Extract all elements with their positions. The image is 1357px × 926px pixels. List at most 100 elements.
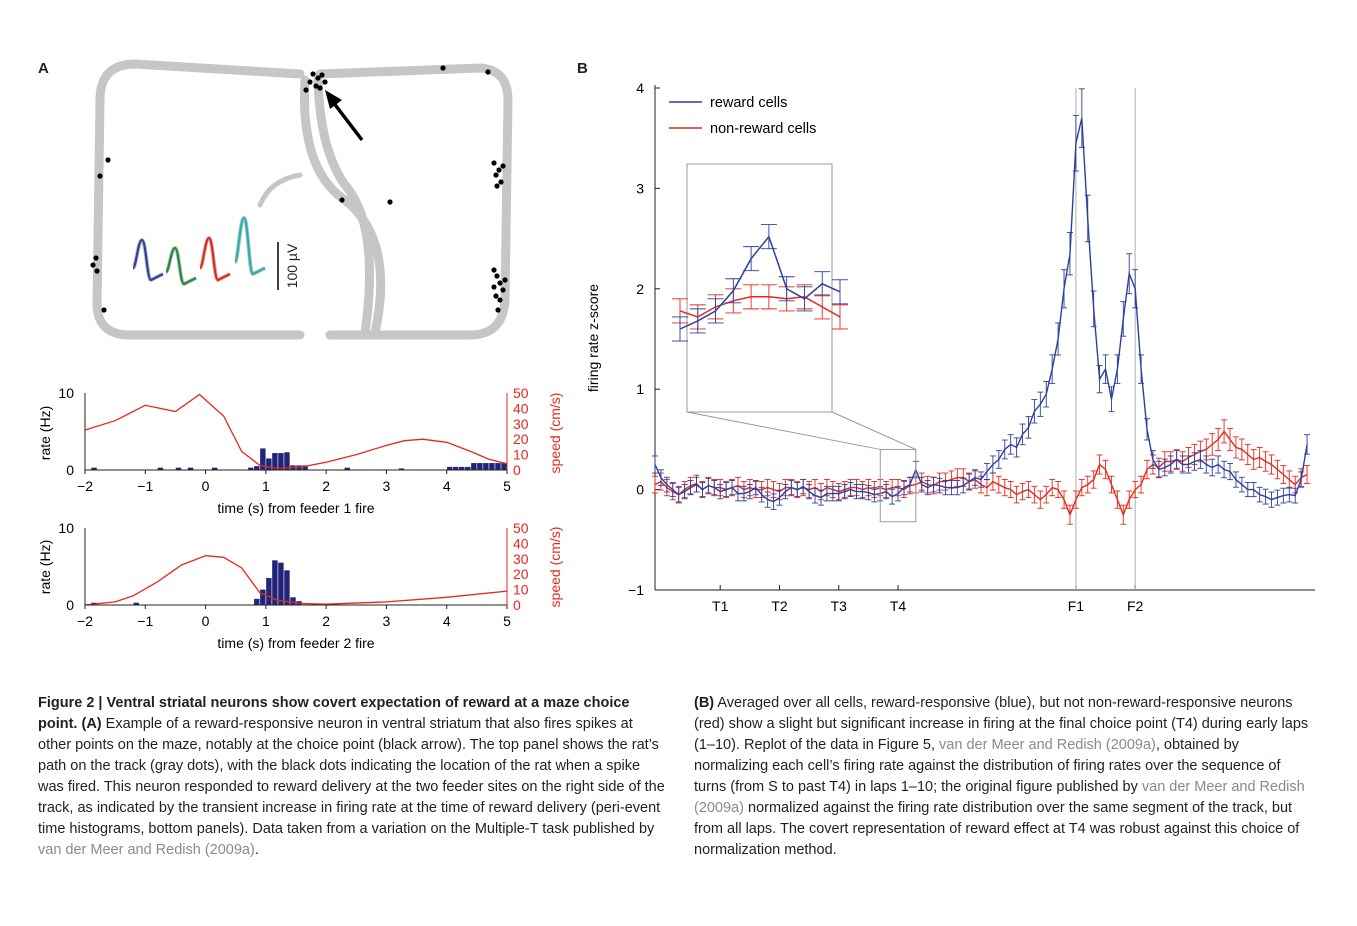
zscore-y-ticks: −1 0 1 2 3 4 xyxy=(628,80,660,598)
spike-dot xyxy=(315,75,321,81)
spike-dot xyxy=(498,179,504,185)
spike-dot xyxy=(491,267,497,273)
rate-bar xyxy=(290,597,296,605)
waveform-trace xyxy=(233,216,266,276)
peth-2-ylabel: rate (Hz) xyxy=(37,540,53,594)
rate-bar xyxy=(489,463,495,470)
spike-dot xyxy=(502,277,508,283)
caption-b-reference-link-2[interactable]: van der Meer and Redish (2009a) xyxy=(694,779,1305,816)
scale-bar-label: 100 µV xyxy=(284,243,300,288)
x-tick-label: 4 xyxy=(443,478,451,494)
spike-dot xyxy=(494,273,500,279)
inset-source-box xyxy=(879,448,917,523)
rate-bar xyxy=(501,463,507,470)
x-tick-label: 4 xyxy=(443,613,451,629)
rate-bar xyxy=(278,453,284,470)
spike-dot xyxy=(491,284,497,290)
spike-dot xyxy=(94,268,100,274)
spike-dot xyxy=(307,79,313,85)
y2-tick-label: 40 xyxy=(513,400,529,416)
caption-a-body: Example of a reward-responsive neuron in… xyxy=(38,716,665,837)
inset-box xyxy=(686,163,833,413)
x-tick-label: −2 xyxy=(77,613,93,629)
track-branch xyxy=(257,172,303,208)
y-tick-label: 0 xyxy=(636,482,644,498)
panel-b-label: B xyxy=(577,60,588,77)
x-tick-label: −2 xyxy=(77,478,93,494)
rate-bar xyxy=(483,463,489,470)
zscore-series xyxy=(652,88,1311,525)
x-tick-label: 3 xyxy=(383,478,391,494)
panel-a-label: A xyxy=(38,60,49,77)
rate-bar xyxy=(495,463,501,470)
spike-dot xyxy=(493,172,499,178)
peth-2-xlabel: time (s) from feeder 2 fire xyxy=(217,635,374,651)
y-tick-label: 1 xyxy=(636,381,644,397)
y2-tick-label: 20 xyxy=(513,431,529,447)
caption-b-reference-link-1[interactable]: van der Meer and Redish (2009a) xyxy=(939,737,1156,753)
rate-bar xyxy=(157,467,164,470)
peth-1-plot xyxy=(84,393,508,470)
x-tick-label: 5 xyxy=(503,478,511,494)
series-line xyxy=(654,117,1308,503)
caption-left: Figure 2 | Ventral striatal neurons show… xyxy=(38,693,668,861)
x-tick-label: T1 xyxy=(712,598,729,614)
caption-b-body-1: Averaged over all cells, reward-responsi… xyxy=(694,695,1309,753)
rate-bar xyxy=(459,466,465,470)
x-tick-label: 2 xyxy=(322,613,330,629)
peth-2-ytick-10: 10 xyxy=(58,520,74,536)
track-left-loop xyxy=(92,59,305,340)
spike-dot xyxy=(497,280,503,286)
y2-tick-label: 0 xyxy=(513,462,521,478)
rate-bar xyxy=(266,578,272,605)
peth-2-x-ticks: −2 −1 0 1 2 3 4 5 xyxy=(77,605,511,629)
rate-bar xyxy=(447,466,453,470)
waveform-trace xyxy=(164,246,197,286)
x-tick-label: T4 xyxy=(890,598,907,614)
zscore-ylabel: firing rate z-score xyxy=(585,284,601,392)
zscore-x-ticks: T1 T2 T3 T4 F1 F2 xyxy=(712,585,1144,614)
spike-dot xyxy=(495,307,501,313)
rate-bar xyxy=(477,463,483,470)
legend-nonreward-label: non-reward cells xyxy=(710,121,816,137)
caption-right: (B) Averaged over all cells, reward-resp… xyxy=(694,693,1314,861)
peth-1-x-ticks: −2 −1 0 1 2 3 4 5 xyxy=(77,470,511,494)
rate-bar xyxy=(248,467,254,470)
x-tick-label: 3 xyxy=(383,613,391,629)
rate-bar xyxy=(260,448,266,470)
choice-point-arrow xyxy=(331,100,364,142)
x-tick-label: F1 xyxy=(1068,598,1085,614)
rate-bar xyxy=(465,466,471,470)
rate-bar xyxy=(91,467,97,470)
spike-dot xyxy=(500,287,506,293)
peth-2-plot xyxy=(84,555,508,606)
y-tick-label: −1 xyxy=(628,582,644,598)
choice-point-arrowhead xyxy=(325,90,342,109)
caption-a-reference-link[interactable]: van der Meer and Redish (2009a) xyxy=(38,842,255,858)
inset-series-line xyxy=(679,296,841,318)
x-tick-label: 1 xyxy=(262,478,270,494)
x-tick-label: −1 xyxy=(137,478,153,494)
zscore-inset xyxy=(672,163,917,523)
spike-dot xyxy=(303,87,309,93)
x-tick-label: F2 xyxy=(1127,598,1144,614)
rate-bar xyxy=(254,598,260,605)
inset-series-line xyxy=(679,235,841,330)
caption-title: Figure 2 | Ventral striatal neurons show… xyxy=(38,695,630,732)
caption-a-end: . xyxy=(254,842,259,858)
x-tick-label: T3 xyxy=(831,598,848,614)
caption-label-b: (B) xyxy=(694,695,715,711)
inset-connector xyxy=(831,411,917,450)
x-tick-label: 5 xyxy=(503,613,511,629)
x-tick-label: 1 xyxy=(262,613,270,629)
spike-dot xyxy=(339,197,345,203)
spike-dot xyxy=(491,160,497,166)
y2-tick-label: 50 xyxy=(513,520,529,536)
caption-b-body-3: normalized against the firing rate distr… xyxy=(694,800,1300,858)
spike-dot xyxy=(105,157,111,163)
maze-track: 100 µV xyxy=(90,59,513,340)
